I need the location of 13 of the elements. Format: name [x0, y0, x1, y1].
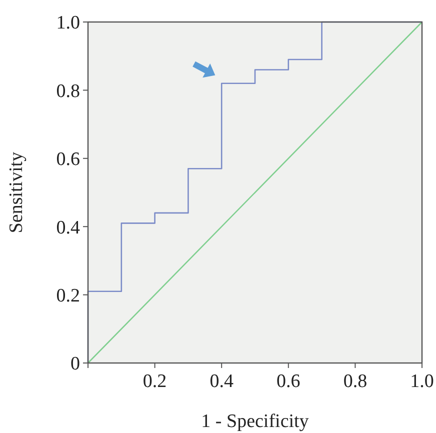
- x-tick-label: 1.0: [410, 371, 434, 392]
- y-tick-label: 0.6: [56, 149, 80, 170]
- y-tick-label: 0.4: [56, 217, 80, 238]
- x-axis-title: 1 - Specificity: [201, 411, 310, 432]
- x-tick-label: 0.4: [210, 371, 234, 392]
- y-tick-label: 1.0: [56, 12, 80, 34]
- y-axis-title: Sensitivity: [6, 151, 27, 234]
- x-tick-label: 0.2: [142, 371, 167, 392]
- x-tick-label: 0.6: [276, 371, 300, 392]
- y-tick-label: 0.8: [56, 80, 80, 102]
- y-tick-label: 0.2: [56, 285, 80, 306]
- y-tick-label: 0: [70, 354, 80, 375]
- x-tick-label: 0.8: [343, 371, 368, 392]
